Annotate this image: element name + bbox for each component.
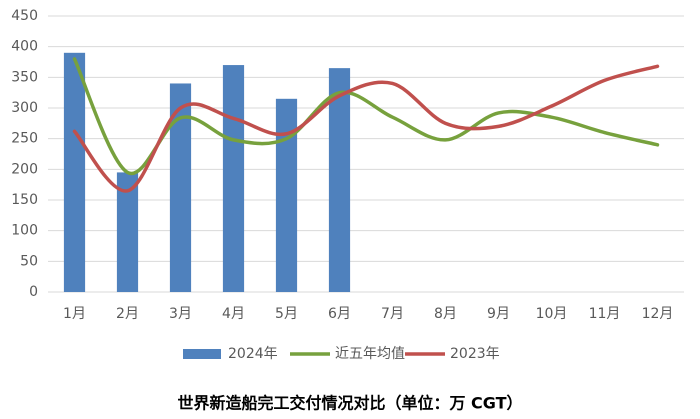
- x-tick-label: 1月: [63, 306, 86, 322]
- bar: [63, 52, 86, 292]
- bar: [275, 98, 298, 292]
- bar: [169, 83, 192, 292]
- y-tick-label: 300: [11, 100, 38, 116]
- y-tick-label: 250: [11, 131, 38, 147]
- y-tick-label: 350: [11, 69, 38, 85]
- x-tick-label: 2月: [116, 306, 139, 322]
- legend-label: 近五年均值: [335, 346, 405, 362]
- x-tick-label: 10月: [536, 306, 568, 322]
- y-tick-label: 50: [20, 253, 38, 269]
- x-tick-label: 7月: [381, 306, 404, 322]
- chart-title: 世界新造船完工交付情况对比（单位：万 CGT）: [177, 394, 522, 413]
- bar: [116, 172, 139, 292]
- y-tick-label: 100: [11, 223, 38, 239]
- x-tick-label: 9月: [487, 306, 510, 322]
- legend-label: 2024年: [228, 346, 278, 362]
- x-tick-label: 6月: [328, 306, 351, 322]
- bar: [222, 65, 245, 292]
- bar: [328, 68, 351, 292]
- y-tick-label: 200: [11, 161, 38, 177]
- x-tick-label: 8月: [434, 306, 457, 322]
- x-tick-label: 12月: [642, 306, 674, 322]
- legend-label: 2023年: [450, 346, 500, 362]
- x-tick-label: 11月: [589, 306, 621, 322]
- y-tick-label: 400: [11, 39, 38, 55]
- legend-swatch: [183, 349, 221, 359]
- line: [72, 57, 660, 176]
- y-tick-label: 450: [11, 8, 38, 24]
- x-tick-label: 5月: [275, 306, 298, 322]
- x-tick-label: 3月: [169, 306, 192, 322]
- x-tick-label: 4月: [222, 306, 245, 322]
- y-tick-label: 0: [29, 284, 38, 300]
- y-tick-label: 150: [11, 192, 38, 208]
- line: [72, 64, 660, 193]
